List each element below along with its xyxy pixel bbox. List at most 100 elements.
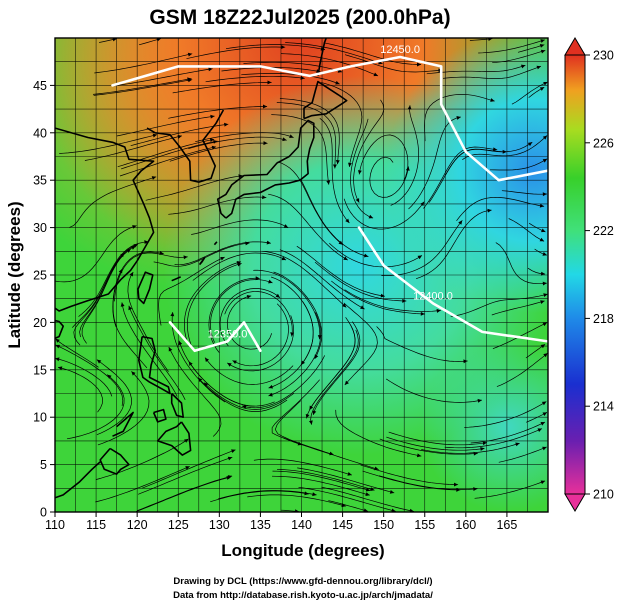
streamline [178,340,255,407]
streamline-arrow [540,422,545,426]
streamline-arrow [120,302,125,307]
streamline [114,68,213,87]
streamline [66,374,125,440]
streamline [227,315,294,372]
streamline [444,428,543,449]
streamline-arrow [515,442,520,447]
streamline [168,196,267,215]
colorbar-ticks: 230 226 222 218 214 210 [585,49,614,502]
streamline [360,464,459,486]
streamline-arrow [151,176,157,180]
streamline [95,466,190,503]
colorbar-tick-label: 218 [593,312,614,326]
streamline-arrow [473,451,478,456]
streamline-arrow [389,489,395,494]
streamline-arrow [368,214,374,219]
streamline-arrow [308,420,313,425]
streamline-arrow [208,67,213,72]
streamline [350,118,374,219]
streamline [141,449,236,489]
streamline [379,438,478,455]
streamline [138,456,233,495]
colorbar-tick-label: 222 [593,224,614,238]
streamline-arrow [112,38,117,42]
streamline [55,338,99,368]
x-tick-label: 115 [86,518,106,532]
streamline-arrow [541,401,547,406]
coastline [146,109,225,183]
streamline [329,242,423,268]
streamline-arrow [168,347,173,352]
streamline [344,54,443,73]
streamline [310,329,359,425]
streamline-arrow [477,398,482,403]
streamline-arrow [227,475,233,479]
streamline-arrow [209,138,215,142]
streamline [280,53,379,77]
streamline-arrow [473,487,478,491]
streamline-arrow [463,359,468,364]
streamline-arrow [391,508,396,512]
streamline-arrow [220,256,225,261]
streamline-arrow [326,180,331,185]
streamline [145,175,243,201]
streamline [153,242,250,267]
streamline [69,176,157,228]
streamline-arrow [255,276,260,281]
streamline [186,46,286,60]
streamline [84,135,182,161]
streamline-arrow [365,487,371,492]
streamline-arrow [246,294,252,299]
streamline-arrow [416,62,422,67]
streamline-arrow [527,142,533,147]
streamline [517,44,545,53]
streamline-arrow [237,262,242,267]
streamline [268,312,321,397]
streamline-arrow [224,122,229,127]
coastline [137,271,154,305]
y-tick-label: 0 [40,506,47,520]
y-tick-label: 40 [33,126,47,140]
streamline [272,470,371,492]
streamline [184,261,242,342]
streamline [93,79,193,96]
streamline [508,218,545,242]
streamline-arrow [407,105,412,110]
streamline [241,355,326,409]
streamline [197,377,288,412]
x-tick-label: 145 [332,518,353,532]
colorbar: 230 226 222 218 214 210 [564,37,614,512]
streamline-arrow [520,64,526,69]
streamline [495,242,547,285]
streamline-arrow [300,75,305,80]
streamline-arrow [543,353,548,358]
streamline-arrow [96,359,102,364]
streamline [335,409,422,457]
colorbar-tick-label: 230 [593,49,614,63]
streamline [423,146,498,209]
coastline [216,119,315,219]
streamline-arrow [281,256,287,261]
streamline-arrow [204,357,210,362]
streamline-arrow [542,158,548,163]
y-tick-label: 45 [33,79,47,93]
streamline-arrow [540,480,546,485]
streamline [120,140,218,170]
streamline-arrow [187,77,192,82]
contour-label: 12350.0 [208,328,248,340]
streamline [261,250,347,308]
streamline-arrow [539,203,545,208]
streamline-arrow [417,255,423,260]
streamline-arrow [133,244,138,248]
streamline [362,470,461,491]
streamline [171,312,226,403]
streamline [296,245,385,297]
streamline-arrow [540,300,545,304]
streamline-arrow [178,340,183,346]
streamline-arrow [360,305,365,310]
streamline-arrow [420,311,425,316]
streamline [204,357,294,385]
streamline [279,249,365,310]
coastline [198,257,206,266]
